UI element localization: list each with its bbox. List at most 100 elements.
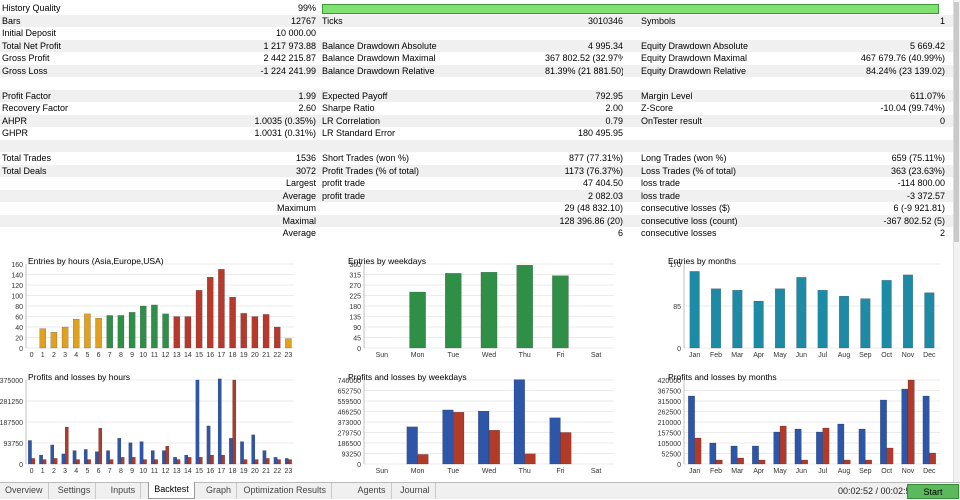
bar [711, 288, 721, 349]
y-tick-label: 0 [677, 346, 681, 353]
tab-journal[interactable]: Journal [395, 483, 436, 499]
y-tick-label: 187500 [0, 420, 23, 427]
x-tick-label: Wed [482, 352, 496, 359]
metric-value [200, 140, 316, 153]
y-tick-label: 170 [669, 262, 681, 269]
metric-label: Equity Drawdown Maximal [641, 53, 748, 63]
metric-label: Z-Score [641, 103, 674, 113]
metric-label: Symbols [641, 15, 676, 26]
metric-label [2, 190, 152, 203]
metric-value: 0.79 [605, 115, 623, 126]
tab-graph[interactable]: Graph [201, 483, 238, 499]
y-tick-label: 80 [15, 304, 23, 311]
x-tick-label: 20 [251, 352, 259, 359]
loss-bar [779, 425, 787, 465]
y-tick-label: 0 [677, 462, 681, 469]
metric-label: Total Net Profit [2, 40, 62, 51]
profit-bar [139, 441, 144, 465]
metric-value: 84.24% (23 139.02) [865, 65, 945, 76]
y-tick-label: 20 [15, 336, 23, 343]
x-tick-label: 1 [41, 468, 45, 475]
x-tick-label: 16 [206, 468, 214, 475]
bar [445, 273, 462, 349]
x-tick-label: May [773, 468, 787, 475]
chart-svg: 0 93250 186500 279750 373000 466250 559500 6527… [338, 378, 614, 475]
loss-bar [886, 447, 894, 465]
loss-bar [165, 445, 170, 465]
loss-bar [929, 452, 936, 465]
metric-label: Sharpe Ratio [322, 103, 375, 113]
bar [839, 296, 849, 349]
tab-agents[interactable]: Agents [353, 483, 392, 499]
y-tick-label: 315 [349, 273, 361, 280]
metric-label: Equity Drawdown Relative [641, 65, 747, 76]
y-tick-label: 225 [349, 294, 361, 301]
bar [162, 313, 169, 349]
start-button[interactable]: Start [907, 484, 959, 499]
x-tick-label: Sun [376, 352, 389, 359]
x-tick-label: Mar [731, 352, 744, 359]
x-tick-label: 3 [63, 352, 67, 359]
x-tick-label: 7 [108, 352, 112, 359]
y-tick-label: 746000 [338, 378, 361, 385]
x-tick-label: 12 [162, 352, 170, 359]
tab-overview[interactable]: Overview [0, 483, 49, 499]
metric-label: GHPR [2, 128, 29, 138]
metric-value: 4 995.34 [587, 40, 623, 51]
bar [796, 277, 807, 349]
profit-bar [83, 449, 88, 465]
metric-label: Short Trades (won %) [322, 153, 410, 163]
metric-value: 2.00 [605, 103, 623, 113]
chart-svg: 0 52500 105000 157500 210000 262500 315000 3675… [658, 378, 940, 475]
tab-optimization-results[interactable]: Optimization Results [239, 483, 333, 499]
scrollbar-thumb[interactable] [954, 2, 959, 242]
y-tick-label: 0 [19, 462, 23, 469]
report-row: Profit Factor 1.99 Expected Payoff 792.95 Ma… [0, 89, 953, 102]
loss-bar [560, 432, 572, 465]
metric-label: Total Deals [2, 165, 47, 176]
x-tick-label: Sep [859, 468, 872, 475]
x-tick-label: 4 [74, 352, 78, 359]
metric-value [760, 77, 945, 90]
y-tick-label: 93750 [4, 441, 24, 448]
tab-backtest[interactable]: Backtest [148, 482, 195, 499]
metric-value: 5 669.42 [909, 40, 945, 51]
bar [689, 271, 700, 349]
x-tick-label: Tue [447, 468, 459, 475]
metric-value [545, 27, 623, 40]
x-tick-label: 11 [151, 468, 158, 475]
x-tick-label: Jan [689, 468, 700, 475]
metric-label: profit trade [322, 190, 366, 201]
bar [184, 316, 192, 349]
loss-bar [210, 454, 214, 465]
report-row: Largest profit trade 47 404.50 loss trade -1… [0, 177, 953, 190]
y-tick-label: 160 [11, 262, 23, 269]
metric-value: Average [282, 228, 316, 238]
x-tick-label: 23 [285, 468, 293, 475]
loss-bar [120, 457, 125, 465]
x-tick-label: Tue [447, 352, 459, 359]
profit-bar [730, 445, 738, 465]
metric-label [2, 77, 152, 90]
metric-label: Balance Drawdown Maximal [322, 53, 436, 63]
x-tick-label: Wed [482, 468, 496, 475]
metric-label: profit trade [322, 178, 366, 188]
tab-settings[interactable]: Settings [53, 483, 97, 499]
y-tick-label: 40 [15, 325, 23, 332]
bar [274, 326, 281, 349]
metric-value: 363 (23.63%) [890, 165, 945, 176]
y-tick-label: 210000 [658, 420, 681, 427]
bar [151, 304, 158, 349]
profit-bar [858, 428, 866, 465]
tab-inputs[interactable]: Inputs [106, 483, 142, 499]
x-tick-label: 9 [130, 468, 134, 475]
report-row: AHPR 1.0035 (0.35%) LR Correlation 0.79 OnTe… [0, 114, 953, 127]
chart-title: Profits and losses by hours [28, 372, 131, 382]
bar [106, 315, 113, 349]
chart-title: Entries by months [668, 256, 737, 266]
metric-label: Bars [2, 15, 21, 26]
metric-value: -10.04 (99.74%) [880, 103, 945, 113]
y-tick-label: 466250 [338, 410, 361, 417]
metric-value: 128 396.86 (20) [559, 215, 623, 226]
loss-bar [417, 454, 429, 465]
